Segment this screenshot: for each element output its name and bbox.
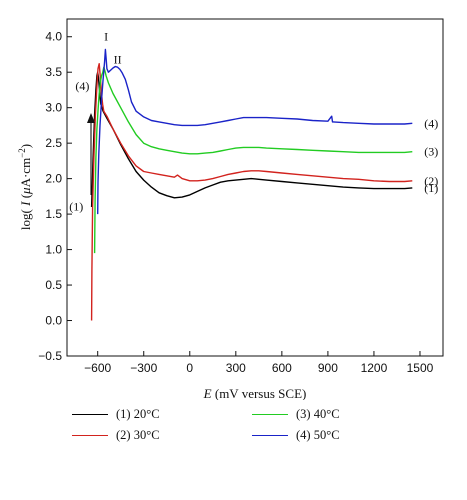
x-axis-label: E (mV versus SCE) <box>203 386 307 400</box>
y-tick-label: 4.0 <box>45 30 62 44</box>
y-tick-label: 1.0 <box>45 243 62 257</box>
legend-num-3: (3) 40 <box>296 407 327 421</box>
x-tick-label: 1200 <box>361 361 388 375</box>
arrow-head <box>87 113 95 123</box>
y-axis-label-close: ) <box>18 144 33 148</box>
y-tick-label: −0.5 <box>38 349 62 363</box>
direction-arrow <box>87 113 95 195</box>
plot-area-border <box>66 18 444 357</box>
legend-num-4: (4) 50 <box>296 428 327 442</box>
y-tick-label: 2.5 <box>45 136 62 150</box>
y-axis-label-pre: log( <box>18 206 33 230</box>
legend-swatch-4 <box>252 435 288 436</box>
legend-swatch-2 <box>72 435 108 436</box>
annotation-label: (4) <box>75 79 89 93</box>
annotation-label: I <box>104 29 108 43</box>
y-tick-label: 3.5 <box>45 65 62 79</box>
x-tick-label: −600 <box>84 361 111 375</box>
plot-frame <box>66 18 444 357</box>
series-end-label-2: (2) <box>424 174 438 188</box>
legend-unit-3: °C <box>326 407 340 421</box>
annotation-label: II <box>114 53 122 67</box>
x-tick-label: 900 <box>318 361 338 375</box>
x-tick-label: 0 <box>186 361 193 375</box>
series-line-3 <box>93 66 413 254</box>
series-line-4 <box>97 48 413 215</box>
y-tick-label: 3.0 <box>45 101 62 115</box>
y-axis-label-mu: μ <box>18 187 33 195</box>
legend: (1) 20 °C (3) 40 °C (2) 30 °C (4) 50 °C <box>72 407 432 443</box>
y-tick-label: 0.0 <box>45 314 62 328</box>
x-tick-label: 300 <box>226 361 246 375</box>
x-axis-label-var: E <box>203 386 212 400</box>
legend-item-2: (2) 30 °C <box>72 428 242 443</box>
y-axis-label-sup: −2 <box>17 148 27 158</box>
legend-item-3: (3) 40 °C <box>252 407 422 422</box>
legend-item-4: (4) 50 °C <box>252 428 422 443</box>
legend-item-1: (1) 20 °C <box>72 407 242 422</box>
y-tick-label: 1.5 <box>45 207 62 221</box>
y-axis-label: log( I (μA·cm−2) <box>17 144 33 230</box>
annotations: III(4)(1) <box>69 29 121 213</box>
legend-num-1: (1) 20 <box>116 407 147 421</box>
y-tick-label: 0.5 <box>45 278 62 292</box>
y-tick-label: 2.0 <box>45 172 62 186</box>
series-lines: (1)(2) (3) (4) <box>90 48 438 321</box>
x-axis-ticks: −600 −300 0 300 600 900 1200 1500 <box>84 351 434 375</box>
legend-swatch-3 <box>252 414 288 415</box>
annotation-label: (1) <box>69 200 83 214</box>
y-axis-label-rest: A·cm <box>18 158 33 188</box>
series-end-label-1: (1) <box>424 181 438 195</box>
x-tick-label: 600 <box>272 361 292 375</box>
legend-unit-1: °C <box>146 407 160 421</box>
series-line-2 <box>90 63 413 321</box>
legend-num-2: (2) 30 <box>116 428 147 442</box>
x-tick-label: 1500 <box>407 361 434 375</box>
corrosion-current-chart: −600 −300 0 300 600 900 1200 1500 −0.5 0.0 0.5 1.0… <box>17 18 444 400</box>
y-axis-label-var: I <box>18 201 33 207</box>
legend-swatch-1 <box>72 414 108 415</box>
y-axis-label-space: ( <box>18 194 33 202</box>
x-tick-label: −300 <box>130 361 157 375</box>
legend-unit-2: °C <box>146 428 160 442</box>
series-end-label-3: (3) <box>424 145 438 159</box>
x-axis-label-rest: (mV versus SCE) <box>212 386 307 400</box>
series-end-label-4: (4) <box>424 116 438 130</box>
legend-unit-4: °C <box>326 428 340 442</box>
y-axis-ticks: −0.5 0.0 0.5 1.0 1.5 2.0 2.5 3.0 3.5 4.0 <box>38 30 72 363</box>
